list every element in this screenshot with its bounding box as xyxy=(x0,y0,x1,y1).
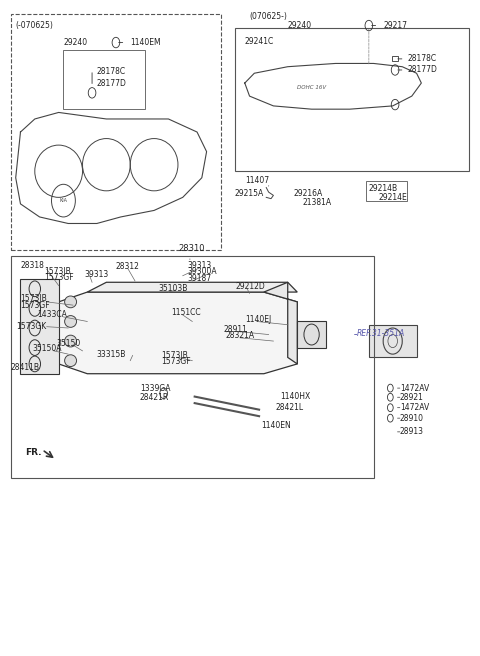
Text: DOHC 16V: DOHC 16V xyxy=(297,85,326,90)
Text: REF.31-351A: REF.31-351A xyxy=(357,329,405,338)
Text: 1151CC: 1151CC xyxy=(171,308,201,318)
Text: FR.: FR. xyxy=(25,447,42,457)
Text: 28910: 28910 xyxy=(400,414,424,422)
Text: 1140EJ: 1140EJ xyxy=(245,315,271,324)
Text: 39313: 39313 xyxy=(188,261,212,270)
Text: 35150: 35150 xyxy=(56,338,81,348)
Text: 28177D: 28177D xyxy=(407,66,437,75)
Text: 29212D: 29212D xyxy=(235,282,265,291)
Text: 28178C: 28178C xyxy=(97,68,126,77)
Text: 1573GK: 1573GK xyxy=(16,322,46,331)
Text: 28911: 28911 xyxy=(223,325,247,334)
Text: 28321A: 28321A xyxy=(226,331,255,340)
Text: (070625-): (070625-) xyxy=(250,12,288,21)
Text: 1140HX: 1140HX xyxy=(281,392,311,401)
Text: 1573GF: 1573GF xyxy=(161,358,191,367)
Text: 39187: 39187 xyxy=(188,274,212,283)
Ellipse shape xyxy=(65,355,76,367)
Text: 39313: 39313 xyxy=(85,270,109,279)
Text: 28177D: 28177D xyxy=(97,79,127,88)
Text: 1433CA: 1433CA xyxy=(37,310,67,319)
Text: 29215A: 29215A xyxy=(234,189,264,198)
Text: 1573GF: 1573GF xyxy=(44,273,74,282)
Text: 1472AV: 1472AV xyxy=(400,403,429,412)
Text: 28178C: 28178C xyxy=(407,54,436,64)
Polygon shape xyxy=(87,282,297,292)
Text: 28411B: 28411B xyxy=(11,363,40,372)
Polygon shape xyxy=(369,325,417,358)
Text: 11407: 11407 xyxy=(245,176,269,185)
Text: 28310: 28310 xyxy=(178,244,204,253)
Text: 35150A: 35150A xyxy=(33,344,62,354)
Ellipse shape xyxy=(65,335,76,347)
Text: 1573JB: 1573JB xyxy=(44,267,71,276)
Polygon shape xyxy=(264,282,297,364)
Text: 29241C: 29241C xyxy=(245,37,274,47)
Text: 1140EN: 1140EN xyxy=(262,422,291,430)
Text: 28921: 28921 xyxy=(400,393,424,401)
Ellipse shape xyxy=(65,296,76,308)
Text: 28421L: 28421L xyxy=(276,403,304,412)
Text: 28318: 28318 xyxy=(21,261,44,270)
Text: 21381A: 21381A xyxy=(302,198,331,207)
Text: 1573JB: 1573JB xyxy=(21,294,47,303)
Text: 39300A: 39300A xyxy=(188,268,217,276)
Text: 29216A: 29216A xyxy=(294,189,323,198)
Text: 29214B: 29214B xyxy=(369,184,398,193)
Bar xyxy=(392,56,398,62)
Text: 1472AV: 1472AV xyxy=(400,384,429,392)
Text: 1339GA: 1339GA xyxy=(140,384,170,392)
Text: (-070625): (-070625) xyxy=(16,21,54,30)
Text: 28421R: 28421R xyxy=(140,393,169,401)
Polygon shape xyxy=(21,279,59,374)
Polygon shape xyxy=(297,321,326,348)
Text: 28913: 28913 xyxy=(400,427,424,436)
Text: 29240: 29240 xyxy=(63,38,87,47)
Text: 29214E: 29214E xyxy=(378,193,407,202)
Ellipse shape xyxy=(65,316,76,327)
Text: 35103B: 35103B xyxy=(159,283,188,293)
Text: KiA: KiA xyxy=(60,198,67,203)
Text: 33315B: 33315B xyxy=(97,350,126,359)
Text: 29217: 29217 xyxy=(383,21,407,30)
Text: 29240: 29240 xyxy=(288,21,312,30)
Text: 1140EM: 1140EM xyxy=(130,38,161,47)
Polygon shape xyxy=(59,292,297,374)
Text: 28312: 28312 xyxy=(116,262,140,271)
Text: 1573JB: 1573JB xyxy=(161,351,188,360)
Text: 1573GF: 1573GF xyxy=(21,300,50,310)
